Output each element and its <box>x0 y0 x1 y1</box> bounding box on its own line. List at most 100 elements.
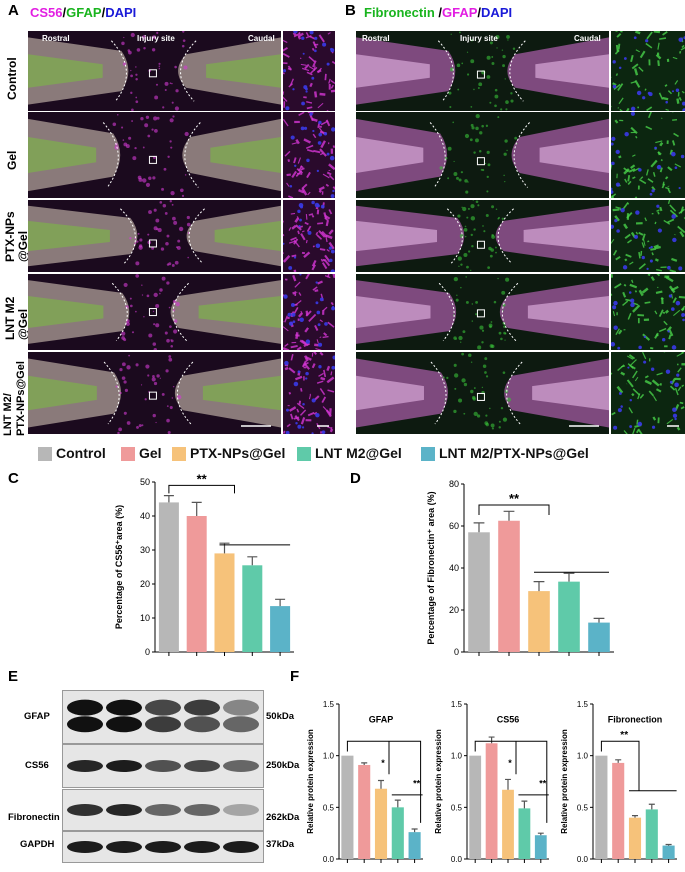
title-fibronectin: Fibronectin <box>364 5 435 20</box>
blot-band <box>223 716 259 732</box>
bar-lnt-m2-gel <box>558 582 580 652</box>
y-axis-label: Relative protein expression <box>306 729 315 834</box>
y-tick-label: 1.5 <box>577 700 589 709</box>
blot-band <box>67 716 103 732</box>
caudal-label-b: Caudal <box>574 34 601 43</box>
error-bar <box>412 829 418 832</box>
blot-kda-gfap: 50kDa <box>266 711 294 722</box>
chart-title: CS56 <box>497 715 520 725</box>
bar-lnt-m2-gel <box>392 807 404 859</box>
micrograph-zoom <box>611 274 685 350</box>
blot-band <box>145 700 181 716</box>
y-axis-label: Relative protein expression <box>434 729 443 834</box>
panel-a-title: CS56/GFAP/DAPI <box>30 5 136 20</box>
blot-band <box>106 700 142 716</box>
micrograph-zoom <box>283 31 335 111</box>
significance-label: ** <box>620 730 628 741</box>
panel-f-letter: F <box>290 668 299 685</box>
significance-label: ** <box>509 491 520 506</box>
blot-band <box>184 716 220 732</box>
blot-band <box>67 804 103 816</box>
error-bar <box>564 573 575 581</box>
rostral-label-a: Rostral <box>42 34 70 43</box>
bar-lnt-m2-gel <box>518 808 530 859</box>
micrograph-main <box>28 274 281 350</box>
injury-label-b: Injury site <box>460 34 498 43</box>
error-bar <box>192 502 202 516</box>
error-bar <box>361 763 367 765</box>
bar-lnt-m2-ptx-nps-gel <box>663 846 675 859</box>
error-bar <box>521 801 527 808</box>
error-bar <box>632 816 638 818</box>
panel-c-letter: C <box>8 470 19 487</box>
title-gfap: GFAP <box>66 5 101 20</box>
significance-label: ** <box>197 472 208 486</box>
bar-control <box>595 756 607 859</box>
bar-gel <box>358 765 370 859</box>
y-tick-label: 0.5 <box>323 803 335 812</box>
micrograph-zoom <box>611 352 685 434</box>
legend-swatch-lnt <box>297 447 311 461</box>
bar-control <box>469 756 481 859</box>
title-gfap: GFAP <box>442 5 477 20</box>
panel-a-letter: A <box>8 2 19 19</box>
error-bar <box>594 618 605 622</box>
blot-strip-gapdh <box>62 831 264 863</box>
y-tick-label: 80 <box>449 479 459 489</box>
error-bar <box>538 833 544 835</box>
legend-swatch-gel <box>121 447 135 461</box>
blot-band <box>145 804 181 816</box>
error-bar <box>395 800 401 807</box>
blot-band <box>145 716 181 732</box>
chart-title: Fibronection <box>608 715 663 725</box>
bar-control <box>159 502 179 652</box>
y-tick-label: 0.0 <box>577 855 589 864</box>
bar-ptx-nps-gel <box>528 591 550 652</box>
panel-b-letter: B <box>345 2 356 19</box>
blot-band <box>184 700 220 716</box>
bar-ptx-nps-gel <box>214 553 234 652</box>
title-cs56: CS56 <box>30 5 63 20</box>
y-tick-label: 0.5 <box>451 803 463 812</box>
error-bar <box>474 523 485 532</box>
error-bar <box>275 599 285 606</box>
blot-label-fibronectin: Fibronectin <box>8 812 60 823</box>
blot-band <box>67 760 103 772</box>
micrograph-main <box>356 274 609 350</box>
row-label-control: Control <box>6 57 19 100</box>
y-tick-label: 50 <box>140 477 150 487</box>
significance-label: ** <box>413 779 421 789</box>
blot-label-cs56: CS56 <box>25 760 49 771</box>
blot-band <box>67 700 103 716</box>
blot-kda-cs56: 250kDa <box>266 760 299 771</box>
micrograph-main <box>356 112 609 198</box>
blot-band <box>223 700 259 716</box>
micrograph-main <box>356 31 609 111</box>
bar-gel <box>498 521 520 652</box>
bar-ptx-nps-gel <box>629 818 641 859</box>
y-axis-label: Percentage of Fibronectin⁺ area (%) <box>426 491 436 644</box>
y-tick-label: 0.0 <box>451 855 463 864</box>
row-label-lnt: LNT M2 @Gel <box>4 297 30 340</box>
legend-swatch-combo <box>421 447 435 461</box>
error-bar <box>247 557 257 566</box>
row-label-combo: LNT M2/ PTX-NPs@Gel <box>2 361 28 436</box>
blot-band <box>223 760 259 772</box>
title-dapi: DAPI <box>105 5 136 20</box>
micrograph-zoom <box>283 274 335 350</box>
error-bar <box>534 582 545 591</box>
bar-lnt-m2-ptx-nps-gel <box>270 606 290 652</box>
bar-control <box>468 532 490 652</box>
title-dapi: DAPI <box>481 5 512 20</box>
y-tick-label: 0 <box>454 647 459 657</box>
micrograph-zoom <box>283 112 335 198</box>
panel-b-title: Fibronectin /GFAP/DAPI <box>364 5 512 20</box>
injury-label-a: Injury site <box>137 34 175 43</box>
significance-label: * <box>508 758 512 768</box>
y-tick-label: 1.5 <box>323 700 335 709</box>
error-bar <box>666 845 672 846</box>
legend-label-combo: LNT M2/PTX-NPs@Gel <box>439 445 589 461</box>
